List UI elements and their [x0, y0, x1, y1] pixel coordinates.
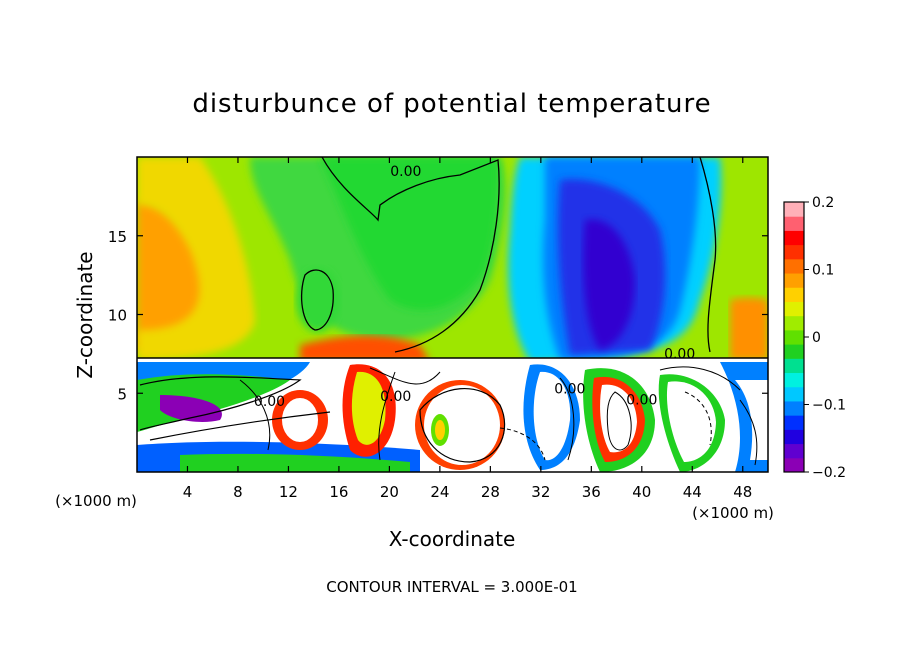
contours [137, 157, 768, 466]
contour-low-7 [499, 427, 546, 461]
colorbar-tick-label: 0.2 [812, 195, 834, 211]
x-unit-left: (×1000 m) [55, 492, 137, 510]
y-tick-label: 10 [108, 307, 127, 325]
colorbar-tick-label: 0.1 [812, 263, 834, 279]
green-bubble [296, 268, 340, 332]
x-tick-label: 8 [233, 483, 243, 501]
contour-label: 0.00 [254, 394, 285, 410]
contour-low-1 [139, 376, 302, 431]
contour-low-5 [559, 377, 575, 461]
contour-low-6 [606, 391, 632, 451]
contour-low-12 [739, 399, 758, 466]
colorbar-swatch [784, 244, 804, 260]
contour-label: 0.00 [380, 389, 411, 405]
contour-labels: 0.00 0.00 0.00 0.00 0.00 0.00 [254, 164, 695, 410]
colorbar: 0.2 0.1 0 −0.1 −0.2 [783, 195, 846, 481]
x-tick-label: 44 [683, 483, 702, 501]
colorbar-tick-label: −0.1 [812, 398, 846, 414]
x-tick-label: 40 [632, 483, 651, 501]
contour-low-10 [378, 371, 396, 461]
colorbar-swatch [784, 443, 804, 459]
eddy-c-core-inner [435, 420, 445, 440]
x-tick-label: 12 [279, 483, 298, 501]
eddy-f-inner [666, 381, 716, 462]
contour-low-3 [369, 367, 441, 385]
y-tick-label: 15 [108, 228, 127, 246]
contour-low-11 [659, 366, 741, 391]
eddy-b-inner [351, 371, 386, 445]
colorbar-tick-label: −0.2 [812, 465, 846, 481]
colorbar-swatch [784, 258, 804, 274]
x-tick-label: 20 [380, 483, 399, 501]
contour-zero-main [321, 157, 500, 353]
colorbar-swatch [784, 415, 804, 430]
x-axis: 4 8 12 16 20 24 28 32 36 40 44 48 [183, 157, 752, 501]
x-tick-label: 28 [481, 483, 500, 501]
lower-purple [160, 395, 222, 422]
colorbar-swatch [784, 344, 804, 359]
eddy-a-inner [282, 398, 318, 442]
contour-label: 0.00 [664, 347, 695, 363]
plot-area: 0.00 0.00 0.00 0.00 0.00 0.00 [137, 157, 768, 472]
contour-low-2 [149, 411, 331, 441]
colorbar-swatch [784, 400, 804, 416]
colorbar-swatch [784, 301, 804, 317]
contour-low-8 [684, 391, 712, 446]
contour-zero-right [699, 157, 717, 353]
colorbar-swatch [784, 372, 804, 388]
contour-low-4 [419, 387, 506, 463]
lower-field [137, 358, 768, 472]
upper-field [137, 157, 768, 362]
y-axis-label: Z-coordinate [73, 251, 97, 378]
colorbar-tick-label: 0 [812, 330, 821, 346]
colorbar-swatch [784, 358, 804, 374]
x-tick-label: 24 [430, 483, 449, 501]
colorbar-swatch [784, 216, 804, 231]
colorbar-swatch [784, 315, 804, 331]
colorbar-swatch [784, 273, 804, 288]
y-axis: 5 10 15 [108, 228, 768, 403]
x-axis-label: X-coordinate [389, 527, 516, 551]
band-deep-blue [583, 219, 635, 350]
contour-label: 0.00 [626, 392, 657, 408]
colorbar-swatch [784, 202, 804, 217]
y-tick-label: 5 [117, 385, 127, 403]
eddy-d-inner [533, 371, 571, 461]
colorbar-swatch [784, 429, 804, 445]
contour-label: 0.00 [390, 164, 421, 180]
band-yellow-left [137, 157, 255, 360]
x-tick-label: 4 [183, 483, 193, 501]
x-tick-label: 32 [531, 483, 550, 501]
contour-zero-bubble [300, 269, 334, 331]
chart-title: disturbunce of potential temperature [192, 89, 711, 119]
x-tick-label: 36 [582, 483, 601, 501]
band-orange-right [730, 297, 768, 360]
x-tick-label: 16 [329, 483, 348, 501]
colorbar-swatch [784, 386, 804, 402]
x-unit-right: (×1000 m) [692, 504, 774, 522]
band-red-bottom [300, 335, 430, 362]
x-tick-label: 48 [733, 483, 752, 501]
band-green-upper [320, 157, 499, 310]
colorbar-swatch [784, 457, 804, 473]
contour-low-9 [239, 379, 271, 451]
colorbar-swatch [784, 287, 804, 302]
contour-label: 0.00 [554, 381, 585, 397]
colorbar-swatch [784, 230, 804, 246]
colorbar-swatch [784, 329, 804, 345]
contour-interval-note: CONTOUR INTERVAL = 3.000E-01 [326, 578, 577, 596]
